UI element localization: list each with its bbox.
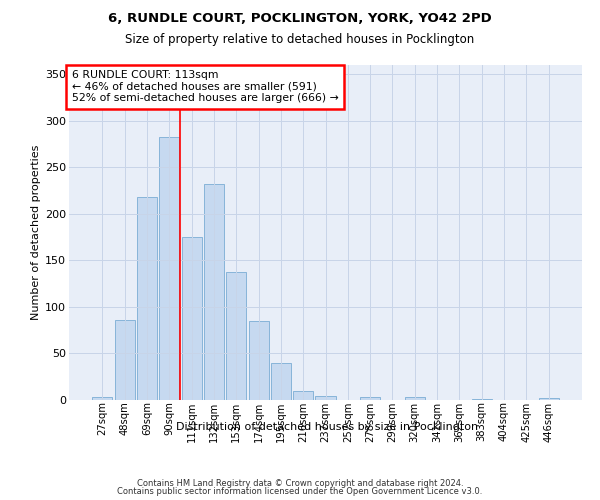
Text: Contains HM Land Registry data © Crown copyright and database right 2024.: Contains HM Land Registry data © Crown c… <box>137 478 463 488</box>
Bar <box>204 184 224 400</box>
Bar <box>472 399 492 400</box>
Bar <box>92 397 112 400</box>
Bar <box>360 397 380 400</box>
Bar <box>115 320 135 400</box>
Bar <box>316 396 335 400</box>
Text: Contains public sector information licensed under the Open Government Licence v3: Contains public sector information licen… <box>118 487 482 496</box>
Bar <box>226 272 246 400</box>
Bar <box>271 363 291 400</box>
Bar <box>539 398 559 400</box>
Bar <box>293 390 313 400</box>
Text: Distribution of detached houses by size in Pocklington: Distribution of detached houses by size … <box>176 422 478 432</box>
Text: Size of property relative to detached houses in Pocklington: Size of property relative to detached ho… <box>125 32 475 46</box>
Text: 6 RUNDLE COURT: 113sqm
← 46% of detached houses are smaller (591)
52% of semi-de: 6 RUNDLE COURT: 113sqm ← 46% of detached… <box>71 70 338 103</box>
Bar <box>159 136 179 400</box>
Bar <box>248 321 269 400</box>
Bar <box>182 237 202 400</box>
Bar <box>405 397 425 400</box>
Bar <box>137 197 157 400</box>
Y-axis label: Number of detached properties: Number of detached properties <box>31 145 41 320</box>
Text: 6, RUNDLE COURT, POCKLINGTON, YORK, YO42 2PD: 6, RUNDLE COURT, POCKLINGTON, YORK, YO42… <box>108 12 492 26</box>
